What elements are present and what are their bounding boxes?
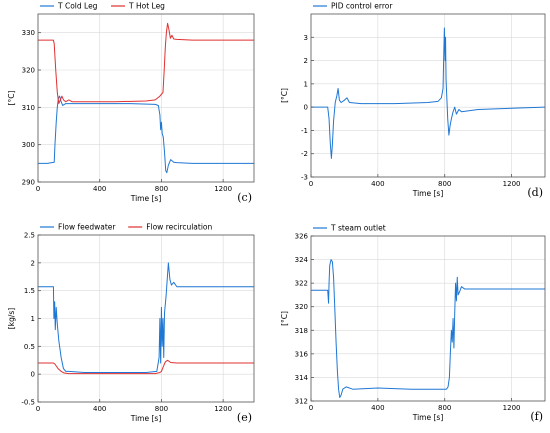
x-tick-label: 400: [93, 405, 106, 413]
legend-label-1: Flow feedwater: [58, 223, 116, 232]
y-tick-label: 320: [295, 303, 308, 311]
y-axis-label: [°C]: [280, 311, 289, 326]
y-tick-label: 326: [295, 233, 309, 241]
panel-label: (e): [237, 411, 252, 424]
panel-label: (c): [237, 191, 252, 204]
y-tick-label: 2: [304, 57, 308, 65]
y-tick-label: 1.5: [24, 287, 35, 295]
chart-panel-4: 0 400 800 1200 312 314 316 318 320 322 324 326 Time …: [280, 224, 546, 423]
series-line-2: [38, 359, 254, 375]
x-tick-label: 0: [36, 185, 40, 193]
x-tick-label: 800: [438, 404, 451, 412]
y-tick-label: 318: [295, 327, 308, 335]
y-axis-label: [°C]: [7, 91, 16, 106]
y-tick-label: 2: [31, 259, 35, 267]
y-tick-label: 316: [295, 350, 309, 358]
y-tick-label: -1: [301, 127, 308, 135]
y-tick-label: 312: [295, 398, 308, 406]
y-tick-label: 310: [22, 104, 35, 112]
series-line-1: [311, 259, 545, 398]
series-line-1: [38, 95, 254, 174]
x-axis-label: Time [s]: [412, 189, 444, 198]
plot-frame: [310, 235, 546, 402]
x-axis-label: Time [s]: [130, 194, 162, 203]
y-axis-label: [kg/s]: [7, 308, 16, 329]
y-tick-label: 0.5: [24, 343, 35, 351]
chart-panel-1: 0 400 800 1200 290 300 310 320 330 Time [s] [°C] T …: [7, 2, 255, 204]
legend-label-2: Flow recirculation: [146, 223, 212, 232]
panel-label: (f): [530, 410, 543, 423]
series-line-1: [311, 27, 545, 159]
plot-frame: [37, 13, 255, 183]
legend-label-1: PID control error: [331, 2, 393, 11]
x-tick-label: 1200: [503, 404, 521, 412]
y-tick-label: -0.5: [21, 399, 35, 407]
x-tick-label: 0: [309, 180, 313, 188]
x-tick-label: 800: [155, 185, 168, 193]
x-tick-label: 400: [93, 185, 106, 193]
x-tick-label: 400: [371, 180, 384, 188]
y-tick-label: 0: [304, 104, 308, 112]
y-tick-label: -2: [301, 150, 308, 158]
chart-panel-2: 0 400 800 1200 -3 -2 -1 0 1 2 3 Time [s] [°C] PID con…: [280, 2, 546, 199]
series-line-2: [38, 22, 254, 105]
y-tick-label: 1: [31, 315, 35, 323]
y-tick-label: -3: [301, 174, 308, 182]
y-tick-label: 330: [22, 29, 35, 37]
legend-label-2: T Hot Leg: [128, 2, 165, 11]
x-tick-label: 0: [36, 405, 40, 413]
y-tick-label: 0: [31, 371, 35, 379]
y-axis-label: [°C]: [280, 88, 289, 103]
y-tick-label: 314: [295, 374, 309, 382]
legend-label-1: T steam outlet: [330, 224, 386, 233]
series-line-1: [38, 262, 254, 373]
y-tick-label: 290: [22, 179, 35, 187]
y-tick-label: 1: [304, 80, 308, 88]
y-tick-label: 324: [295, 256, 309, 264]
panel-label: (d): [527, 186, 543, 199]
x-axis-label: Time [s]: [412, 413, 444, 422]
y-tick-label: 322: [295, 280, 308, 288]
x-tick-label: 1200: [214, 185, 232, 193]
x-tick-label: 0: [309, 404, 313, 412]
x-tick-label: 1200: [214, 405, 232, 413]
x-tick-label: 800: [155, 405, 168, 413]
plot-frame: [310, 13, 546, 178]
x-tick-label: 1200: [503, 180, 521, 188]
y-tick-label: 300: [22, 141, 35, 149]
x-axis-label: Time [s]: [130, 414, 162, 423]
x-tick-label: 400: [371, 404, 384, 412]
y-tick-label: 2.5: [24, 232, 35, 240]
y-tick-label: 3: [304, 34, 308, 42]
legend-label-1: T Cold Leg: [57, 2, 98, 11]
x-tick-label: 800: [438, 180, 451, 188]
y-tick-label: 320: [22, 67, 35, 75]
